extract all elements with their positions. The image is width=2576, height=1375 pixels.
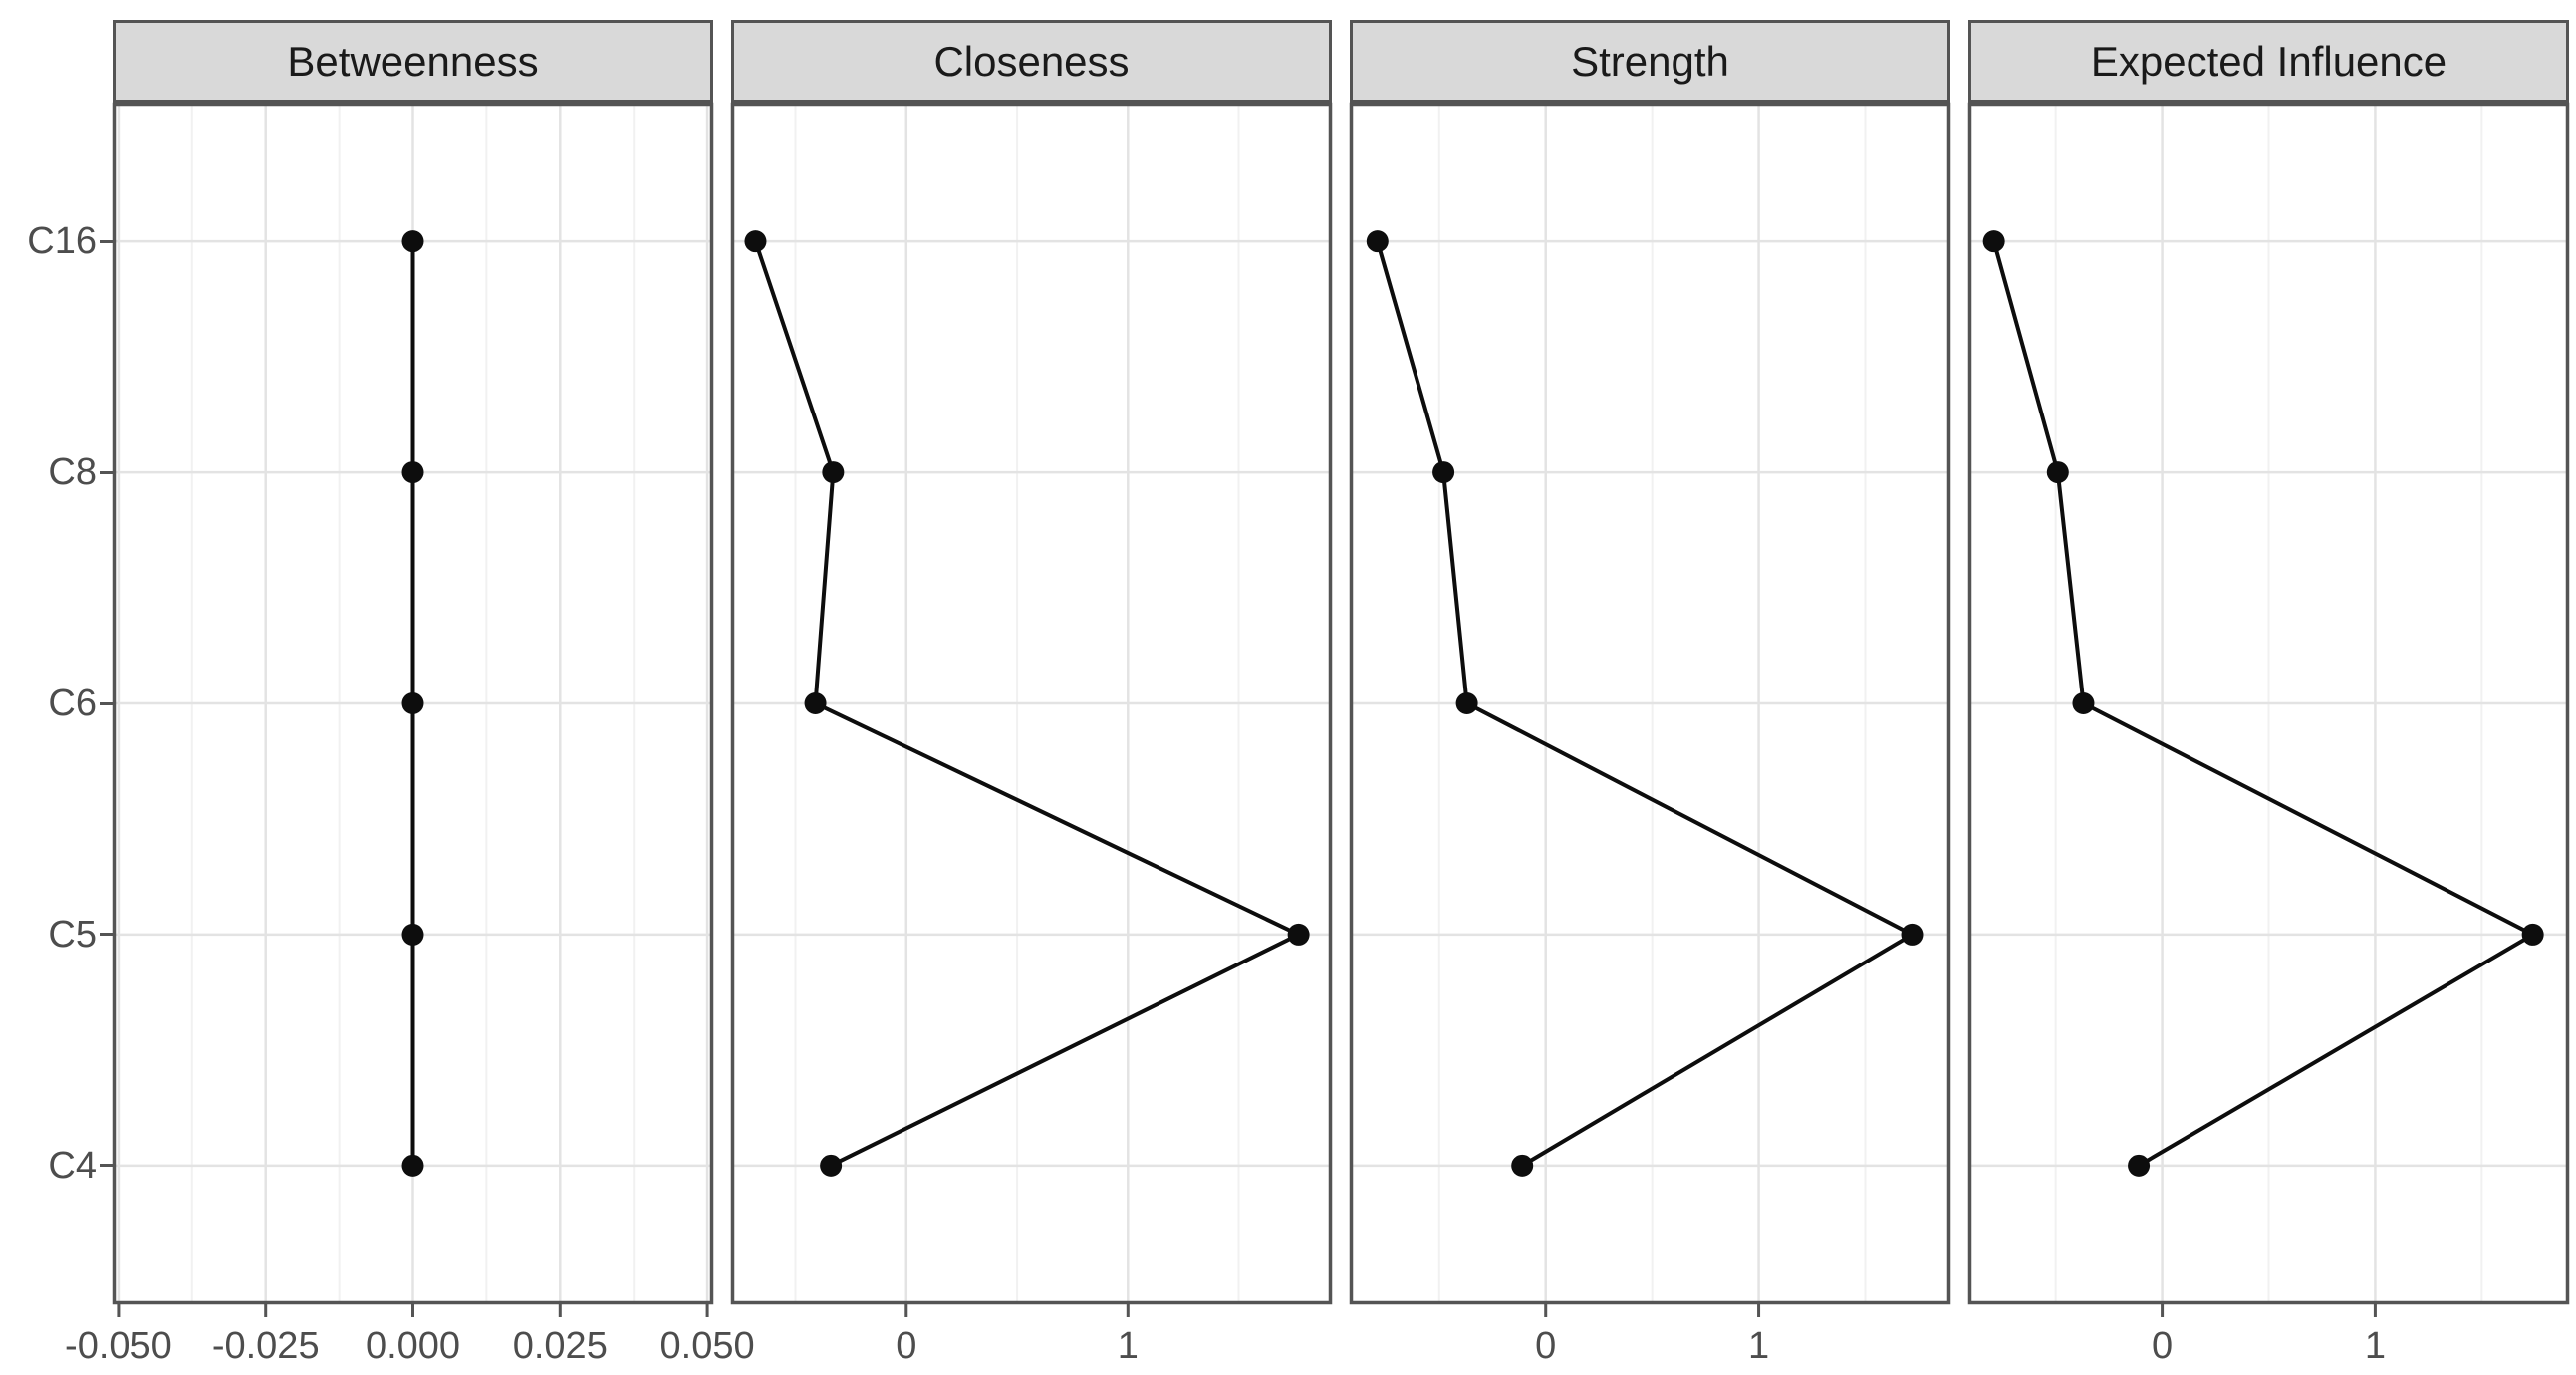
panel-border [112, 102, 714, 1305]
data-point-C16 [1366, 230, 1389, 253]
data-point-C5 [1901, 923, 1924, 946]
data-point-C8 [822, 461, 845, 484]
data-point-C4 [401, 1154, 424, 1177]
facet-title-closeness: Closeness [933, 37, 1130, 85]
y-axis-label-C16: C16 [27, 220, 97, 263]
facet-title-betweenness: Betweenness [287, 37, 539, 85]
data-point-C8 [2046, 461, 2069, 484]
y-axis-label-C6: C6 [48, 683, 97, 724]
x-tick-label: 0 [896, 1325, 916, 1367]
facet-strip-expected-influence: Expected Influence [1968, 20, 2569, 103]
panel-border [1967, 102, 2570, 1305]
panel-border [730, 102, 1333, 1305]
x-tick-label: 0.000 [366, 1325, 460, 1367]
data-point-C6 [2072, 692, 2095, 714]
y-tick [100, 933, 113, 937]
data-point-C8 [1432, 461, 1455, 484]
data-point-C5 [1287, 923, 1310, 946]
x-tick-label: 0 [1535, 1325, 1556, 1367]
data-point-C6 [401, 692, 424, 714]
x-tick-label: -0.025 [212, 1325, 320, 1367]
data-point-C8 [401, 461, 424, 484]
panel-betweenness: Betweenness -0.050 -0.025 0.000 0.025 0.050 [65, 20, 755, 1375]
x-tick-label: 0.050 [660, 1325, 755, 1367]
data-point-C16 [401, 230, 424, 253]
data-point-C6 [1455, 692, 1478, 714]
data-point-C16 [1982, 230, 2005, 253]
x-tick-label: 1 [2365, 1325, 2386, 1367]
facet-title-expected-influence: Expected Influence [2090, 37, 2447, 85]
x-tick-label: 0 [2152, 1325, 2173, 1367]
x-tick-label: -0.050 [65, 1325, 172, 1367]
x-tick-label: 0.025 [513, 1325, 608, 1367]
panel-border [1349, 102, 1951, 1305]
x-tick-label: 1 [1748, 1325, 1769, 1367]
plot-area-betweenness: -0.050 -0.025 0.000 0.025 0.050 [65, 102, 755, 1367]
facet-strip-strength: Strength [1350, 20, 1950, 103]
y-axis-label-C5: C5 [48, 913, 97, 956]
y-tick [100, 470, 113, 474]
data-point-C16 [744, 230, 767, 253]
y-tick [100, 239, 113, 243]
y-tick [100, 1164, 113, 1168]
y-axis-label-C8: C8 [48, 451, 97, 494]
facet-strip-betweenness: Betweenness [113, 20, 713, 103]
data-point-C5 [401, 923, 424, 946]
data-point-C4 [1511, 1154, 1534, 1177]
y-axis-label-C4: C4 [48, 1144, 97, 1187]
data-point-C4 [820, 1154, 843, 1177]
data-point-C6 [804, 692, 827, 714]
y-axis: C16 C8 C6 C5 C4 [8, 20, 113, 1375]
facet-strip-closeness: Closeness [731, 20, 1332, 103]
y-tick [100, 701, 113, 705]
facet-title-strength: Strength [1571, 37, 1729, 85]
data-point-C5 [2521, 923, 2544, 946]
data-point-C4 [2128, 1154, 2151, 1177]
x-tick-label: 1 [1118, 1325, 1139, 1367]
